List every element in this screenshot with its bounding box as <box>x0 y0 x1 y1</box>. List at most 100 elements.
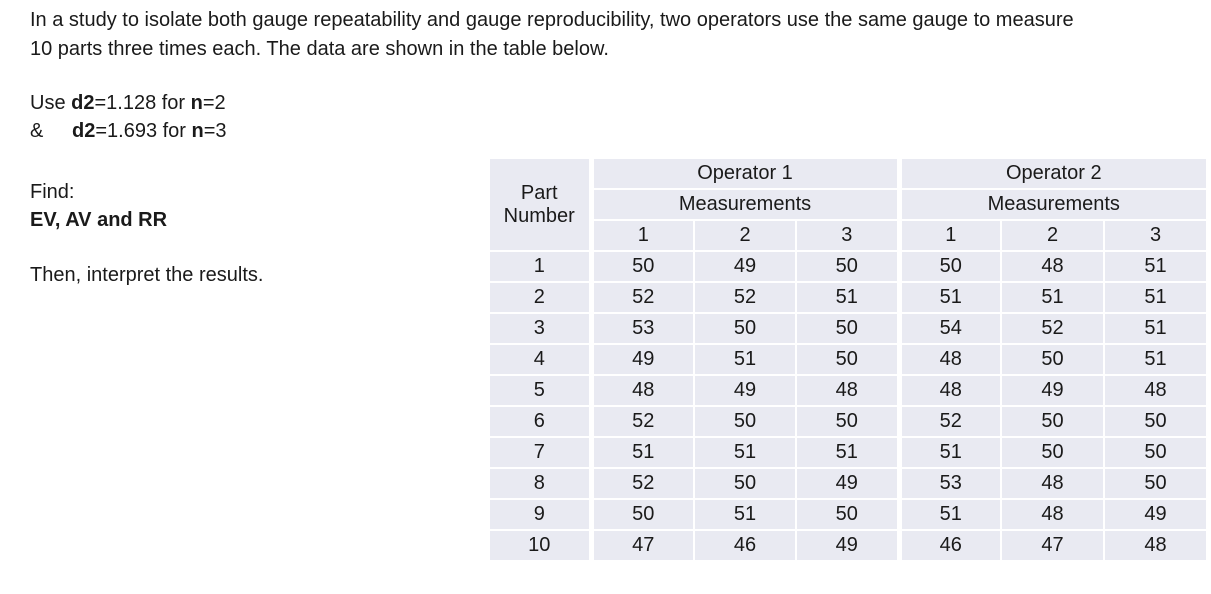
measurement-cell: 52 <box>588 281 695 314</box>
table-row: 8 52 50 49 53 48 50 <box>488 467 1209 500</box>
measurement-cell: 50 <box>794 250 901 283</box>
operator2-trial1-header: 1 <box>896 219 1003 252</box>
measurement-cell: 54 <box>896 312 1003 345</box>
measurement-cell: 48 <box>1103 529 1209 562</box>
find-label: Find: <box>30 181 75 203</box>
measurement-cell: 49 <box>693 250 797 283</box>
part-number-cell: 5 <box>488 374 594 407</box>
d2-n3-amp: & <box>30 120 44 142</box>
part-number-cell: 8 <box>488 467 594 500</box>
d2-n2-prefix: Use <box>30 92 72 114</box>
measurement-cell: 50 <box>1103 467 1209 500</box>
d2-constants: Use d2=1.128 for n=2 & d2=1.693 for n=3 <box>30 89 227 145</box>
problem-statement: In a study to isolate both gauge repeata… <box>30 6 1074 64</box>
task-interpret: Then, interpret the results. <box>30 264 264 286</box>
trial-header-row: 1 2 3 1 2 3 <box>489 219 1209 252</box>
measurement-cell: 50 <box>588 250 695 283</box>
measurement-cell: 49 <box>794 467 901 500</box>
table-row: 9 50 51 50 51 48 49 <box>488 498 1209 531</box>
measurement-cell: 48 <box>1000 498 1106 531</box>
part-number-cell: 6 <box>488 405 594 438</box>
operator1-measurements-header: Measurements <box>588 188 901 221</box>
operator2-trial2-header: 2 <box>1000 219 1106 252</box>
problem-statement-line2: 10 parts three times each. The data are … <box>30 38 609 60</box>
measurement-cell: 51 <box>693 343 797 376</box>
measurement-cell: 52 <box>588 405 695 438</box>
table-row: 10 47 46 49 46 47 48 <box>488 529 1209 562</box>
measurement-table: Part Number Operator 1 Operator 2 Measur… <box>488 157 1209 562</box>
operator2-measurements-header: Measurements <box>896 188 1209 221</box>
measurement-cell: 51 <box>1103 250 1209 283</box>
operator-header-row: Part Number Operator 1 Operator 2 <box>488 157 1209 252</box>
table-row: 6 52 50 50 52 50 50 <box>488 405 1209 438</box>
d2-n2-symbol: d2 <box>71 92 95 114</box>
measurement-cell: 50 <box>1000 343 1106 376</box>
part-number-cell: 7 <box>488 436 594 469</box>
measurement-cell: 51 <box>1000 281 1106 314</box>
operator1-trial3-header: 3 <box>794 219 901 252</box>
d2-constant-n2: Use d2=1.128 for n=2 <box>30 89 227 117</box>
measurement-cell: 48 <box>1000 250 1106 283</box>
table-row: 4 49 51 50 48 50 51 <box>488 343 1209 376</box>
measurement-cell: 50 <box>693 405 797 438</box>
measurement-cell: 50 <box>794 343 901 376</box>
measurement-cell: 48 <box>1000 467 1106 500</box>
measurement-cell: 50 <box>1000 405 1106 438</box>
table-row: 2 52 52 51 51 51 51 <box>488 281 1209 314</box>
measurement-cell: 51 <box>1103 343 1209 376</box>
table-row: 7 51 51 51 51 50 50 <box>488 436 1209 469</box>
measurement-cell: 51 <box>1103 312 1209 345</box>
measurement-cell: 51 <box>1103 281 1209 314</box>
measurement-cell: 50 <box>693 312 797 345</box>
measurement-cell: 51 <box>794 436 901 469</box>
measurement-cell: 50 <box>588 498 695 531</box>
measurement-cell: 47 <box>588 529 695 562</box>
table-body: 1 50 49 50 50 48 51 2 52 52 51 51 51 51 3 53 50 50 54 52 51 4… <box>488 250 1209 562</box>
d2-n2-value: =1.128 for <box>94 92 191 114</box>
measurement-cell: 52 <box>693 281 797 314</box>
d2-n3-value: =1.693 for <box>95 120 192 142</box>
measurement-cell: 48 <box>896 374 1003 407</box>
measurement-cell: 52 <box>1000 312 1106 345</box>
measurement-cell: 51 <box>693 498 797 531</box>
measurement-cell: 47 <box>1000 529 1106 562</box>
part-number-cell: 1 <box>488 250 594 283</box>
measurement-cell: 49 <box>1103 498 1209 531</box>
measurement-cell: 51 <box>794 281 901 314</box>
measurement-cell: 49 <box>588 343 695 376</box>
measurement-cell: 48 <box>896 343 1003 376</box>
measurement-cell: 50 <box>794 405 901 438</box>
part-number-cell: 3 <box>488 312 594 345</box>
measurement-cell: 46 <box>693 529 797 562</box>
part-number-header: Part Number <box>488 157 594 252</box>
measurement-cell: 50 <box>1103 436 1209 469</box>
measurement-cell: 48 <box>1103 374 1209 407</box>
d2-n3-symbol: d2 <box>72 120 96 142</box>
measurement-cell: 52 <box>896 405 1003 438</box>
measurement-cell: 53 <box>588 312 695 345</box>
measurement-cell: 51 <box>693 436 797 469</box>
d2-n3-n: n <box>191 120 204 142</box>
operator1-trial1-header: 1 <box>588 219 695 252</box>
measurement-cell: 51 <box>896 498 1003 531</box>
task-find: Find: EV, AV and RR <box>30 178 167 234</box>
measurement-cell: 53 <box>896 467 1003 500</box>
table-row: 1 50 49 50 50 48 51 <box>488 250 1209 283</box>
part-number-cell: 2 <box>488 281 594 314</box>
part-number-cell: 10 <box>488 529 594 562</box>
measurement-cell: 49 <box>1000 374 1106 407</box>
d2-n2-end: =2 <box>202 92 226 114</box>
operator2-header: Operator 2 <box>896 157 1209 190</box>
table-row: 3 53 50 50 54 52 51 <box>488 312 1209 345</box>
operator1-trial2-header: 2 <box>693 219 797 252</box>
measurement-cell: 50 <box>1103 405 1209 438</box>
operator2-trial3-header: 3 <box>1103 219 1209 252</box>
measurement-cell: 52 <box>588 467 695 500</box>
measurements-header-row: Measurements Measurements <box>489 188 1209 221</box>
find-items: EV, AV and RR <box>30 209 168 231</box>
measurement-cell: 51 <box>896 436 1003 469</box>
measurement-cell: 46 <box>896 529 1003 562</box>
table-row: 5 48 49 48 48 49 48 <box>488 374 1209 407</box>
measurement-cell: 50 <box>693 467 797 500</box>
